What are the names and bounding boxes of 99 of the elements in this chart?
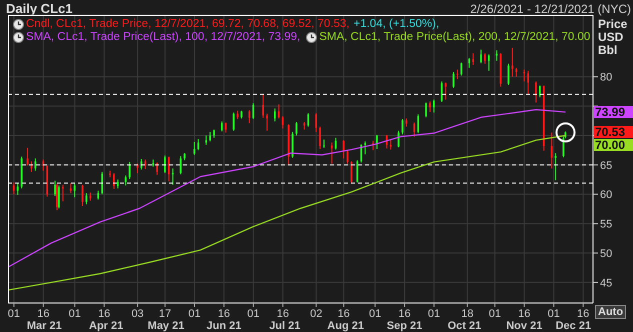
text: Aug 21 xyxy=(326,320,365,332)
chart-subtitle: 2/26/2021 - 12/21/2021 (NYC) xyxy=(470,2,631,16)
candlestick xyxy=(34,158,36,172)
candlestick xyxy=(296,121,298,136)
candlestick xyxy=(274,108,276,122)
candlestick xyxy=(376,134,378,150)
y-axis-title: Price USD Bbl xyxy=(598,17,628,57)
candlestick xyxy=(480,49,482,64)
candlestick xyxy=(168,156,170,182)
text: Dec 21 xyxy=(554,320,592,332)
candlestick xyxy=(128,161,130,180)
x-tick-label: 16 xyxy=(518,308,530,320)
candlestick xyxy=(342,140,344,159)
text: Mar 21 xyxy=(26,320,63,332)
candlestick xyxy=(372,140,374,151)
x-tick-label: 16 xyxy=(398,308,411,320)
x-tick-label: 18 xyxy=(461,308,474,320)
annotation: 73.99 xyxy=(594,105,633,120)
candlestick xyxy=(58,184,60,209)
chart-title: Daily CLc1 xyxy=(6,1,72,16)
annotation: 70.00 xyxy=(594,138,633,152)
text: SMA, CLc1, Trade Price(Last), 100, 12/7/2021, 73.99, xyxy=(26,31,300,44)
text: May 21 xyxy=(146,320,186,332)
candlestick xyxy=(460,62,462,76)
candlestick xyxy=(26,147,28,166)
annotation: 70.53 xyxy=(594,125,633,140)
x-tick-label: 16 xyxy=(37,308,50,320)
candlestick xyxy=(220,120,223,132)
candlestick xyxy=(86,192,88,205)
x-tick-label: 01 xyxy=(188,308,201,320)
candlestick xyxy=(62,184,64,202)
x-tick-label: 02 xyxy=(310,308,322,320)
candlestick xyxy=(323,139,325,148)
text: Apr 21 xyxy=(88,320,124,332)
x-tick-label: 17 xyxy=(158,308,172,320)
candlestick xyxy=(101,171,104,195)
x-tick-label: 01 xyxy=(368,308,382,320)
y-tick-label: 80 xyxy=(600,72,612,84)
x-tick-label: 16 xyxy=(577,308,590,320)
line-series xyxy=(8,109,566,268)
x-tick-label: 01 xyxy=(488,308,501,320)
candlestick xyxy=(539,85,541,98)
y-tick-label: 50 xyxy=(600,248,612,260)
candlestick xyxy=(535,80,537,104)
candlestick xyxy=(56,183,58,211)
candlestick xyxy=(512,47,514,78)
text: Auto xyxy=(595,305,626,319)
candlestick xyxy=(402,118,404,135)
text: Nov 21 xyxy=(505,320,544,332)
candlestick xyxy=(124,174,127,186)
text: Sep 21 xyxy=(386,320,424,332)
candlestick xyxy=(82,184,84,207)
x-tick-label: 01 xyxy=(548,308,560,320)
candlestick xyxy=(136,163,138,174)
y-tick-label: 65 xyxy=(600,160,612,172)
candlestick xyxy=(262,94,264,118)
candlestick xyxy=(554,152,556,181)
candlestick xyxy=(209,131,211,142)
candlestick xyxy=(266,113,268,132)
candlestick xyxy=(350,160,352,184)
x-tick-label: 01 xyxy=(428,308,440,320)
candlestick xyxy=(527,70,530,95)
candlestick xyxy=(113,172,115,190)
candlestick xyxy=(484,52,486,64)
x-tick-label: 01 xyxy=(8,308,20,320)
y-tick-label: 45 xyxy=(600,277,612,290)
x-tick-label: 16 xyxy=(218,308,230,320)
candlestick xyxy=(433,99,435,114)
candlestick xyxy=(346,150,348,164)
x-tick-label: 16 xyxy=(338,308,350,320)
candlestick xyxy=(140,158,142,170)
candlestick xyxy=(315,112,317,132)
candlestick xyxy=(319,126,321,150)
x-tick-label: 01 xyxy=(247,308,260,320)
y-tick-label: 55 xyxy=(600,218,612,231)
text: SMA, CLc1, Trade Price(Last), 200, 12/7/2021, 70.00 xyxy=(319,31,590,44)
text: Oct 21 xyxy=(446,320,482,332)
candlestick xyxy=(292,131,294,158)
candlestick xyxy=(156,162,158,176)
x-tick-label: 16 xyxy=(276,308,289,320)
candlestick xyxy=(194,141,196,156)
x-tick-label: 01 xyxy=(68,308,81,320)
candlestick xyxy=(364,140,366,155)
candlestick xyxy=(398,130,400,148)
annotation: +1.04, (+1.50%), xyxy=(354,18,440,31)
candlestick xyxy=(456,69,458,80)
candlestick xyxy=(429,100,431,112)
text: Jul 21 xyxy=(268,320,302,332)
candlestick xyxy=(172,168,174,186)
x-tick-label: 16 xyxy=(98,308,110,320)
y-tick-label: 60 xyxy=(600,189,612,202)
candlestick xyxy=(508,63,510,86)
candlestick xyxy=(54,180,56,197)
text: Cndl, CLc1, Trade Price, 12/7/2021, 69.72, 70.68, 69.52, 70.53, xyxy=(26,18,350,31)
text: Jun 21 xyxy=(206,320,242,332)
candlestick xyxy=(452,72,454,88)
candlestick xyxy=(425,102,427,118)
candlestick xyxy=(164,154,166,174)
x-tick-label: 03 xyxy=(131,308,144,320)
